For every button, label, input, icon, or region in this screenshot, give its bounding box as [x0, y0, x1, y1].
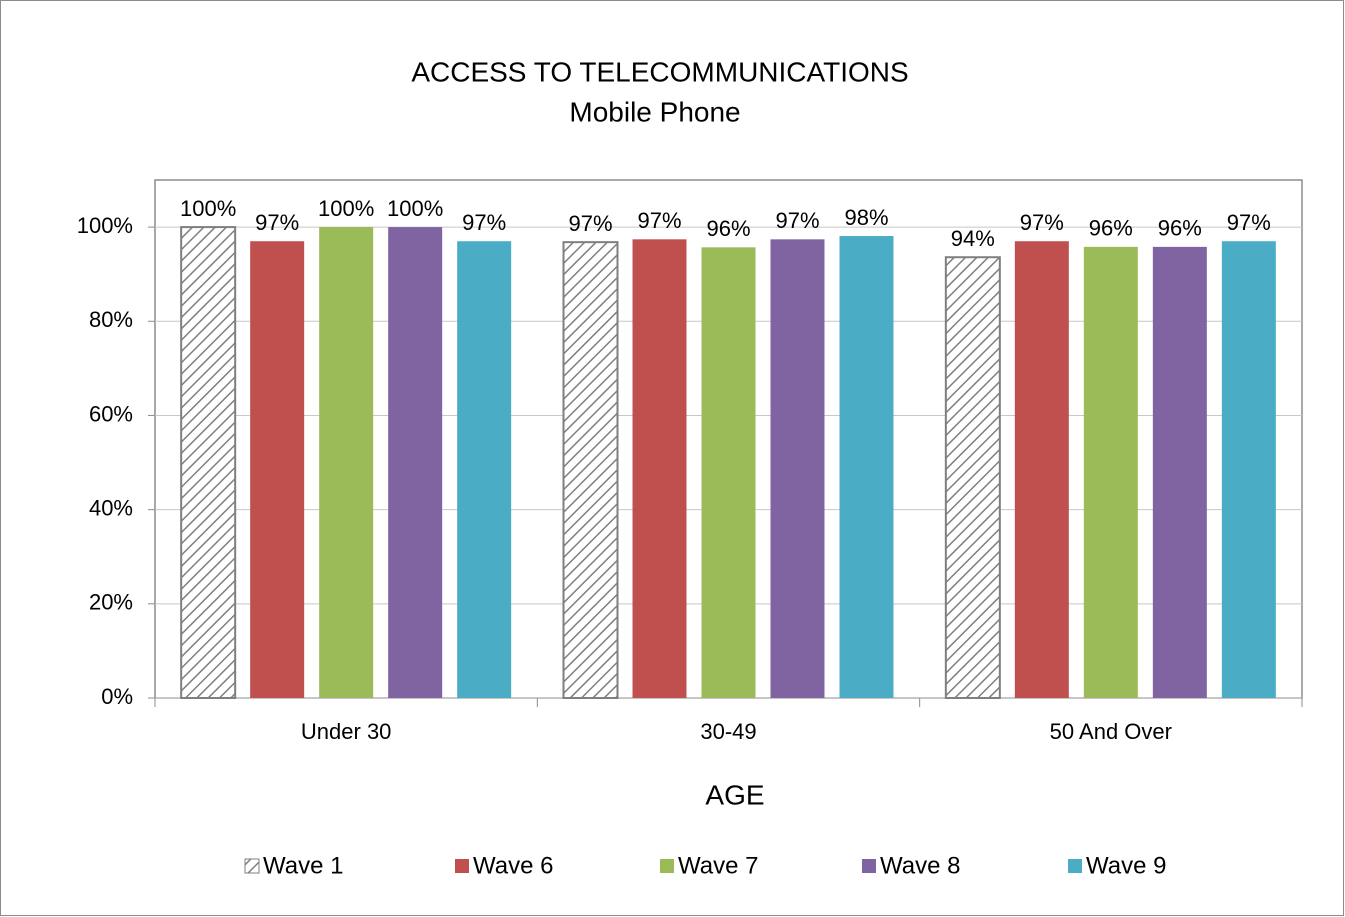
legend-label: Wave 8 [880, 852, 960, 879]
bar [632, 239, 687, 699]
legend-swatch [862, 859, 876, 873]
data-label: 97% [637, 208, 681, 233]
bar [388, 227, 443, 698]
data-label: 96% [706, 216, 750, 241]
legend-swatch [1068, 859, 1082, 873]
data-label: 97% [255, 210, 299, 235]
bar [1083, 246, 1138, 699]
x-tick-label: 50 And Over [1050, 719, 1172, 744]
data-label: 97% [775, 208, 819, 233]
bar [770, 239, 825, 699]
bar [839, 236, 894, 698]
data-label: 97% [462, 210, 506, 235]
data-label: 100% [180, 196, 236, 221]
bar [1014, 241, 1069, 698]
chart-subtitle: Mobile Phone [569, 96, 740, 127]
y-tick-label: 20% [89, 590, 133, 615]
y-tick-label: 60% [89, 401, 133, 426]
x-tick-label: 30-49 [700, 719, 756, 744]
bar [180, 226, 237, 699]
bar [944, 256, 1001, 699]
data-label: 100% [387, 196, 443, 221]
legend-label: Wave 7 [678, 852, 758, 879]
legend-swatch [455, 859, 469, 873]
legend-swatch [244, 858, 260, 874]
y-tick-label: 100% [77, 213, 133, 238]
data-label: 94% [951, 226, 995, 251]
legend-label: Wave 1 [263, 852, 343, 879]
bar [319, 227, 374, 698]
y-tick-label: 0% [101, 684, 133, 709]
bar [1221, 241, 1276, 698]
data-label: 100% [318, 196, 374, 221]
data-label: 97% [568, 211, 612, 236]
y-tick-label: 40% [89, 495, 133, 520]
data-label: 97% [1227, 210, 1271, 235]
bar [562, 241, 619, 699]
data-label: 98% [844, 205, 888, 230]
bar [250, 241, 305, 698]
legend-label: Wave 6 [473, 852, 553, 879]
legend-swatch [660, 859, 674, 873]
chart-title: ACCESS TO TELECOMMUNICATIONS [411, 56, 908, 87]
bar [701, 247, 756, 698]
x-axis-label: AGE [705, 779, 764, 810]
data-label: 97% [1020, 210, 1064, 235]
x-tick-label: Under 30 [301, 719, 392, 744]
data-label: 96% [1089, 216, 1133, 241]
bar [457, 241, 512, 698]
legend-label: Wave 9 [1086, 852, 1166, 879]
y-tick-label: 80% [89, 307, 133, 332]
bar [1152, 246, 1207, 699]
data-label: 96% [1158, 216, 1202, 241]
